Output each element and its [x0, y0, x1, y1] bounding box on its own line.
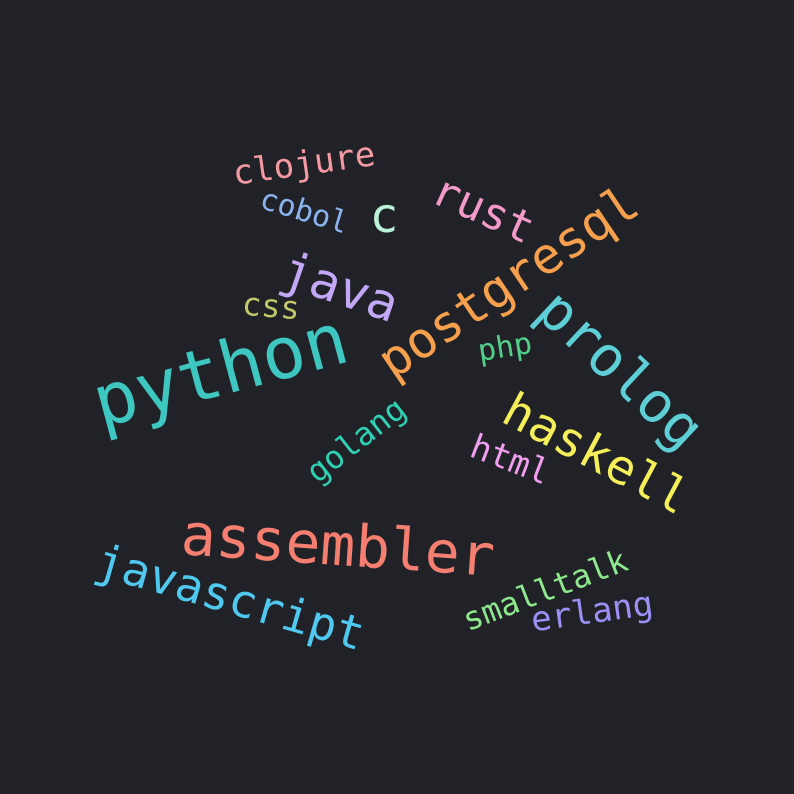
word-python: python — [83, 295, 357, 445]
word-cobol: cobol — [255, 181, 353, 242]
word-css: css — [240, 284, 302, 328]
word-c: c — [369, 188, 399, 244]
word-golang: golang — [298, 389, 414, 491]
word-clojure: clojure — [230, 134, 378, 194]
word-rust: rust — [424, 164, 542, 255]
word-php: php — [475, 325, 535, 370]
